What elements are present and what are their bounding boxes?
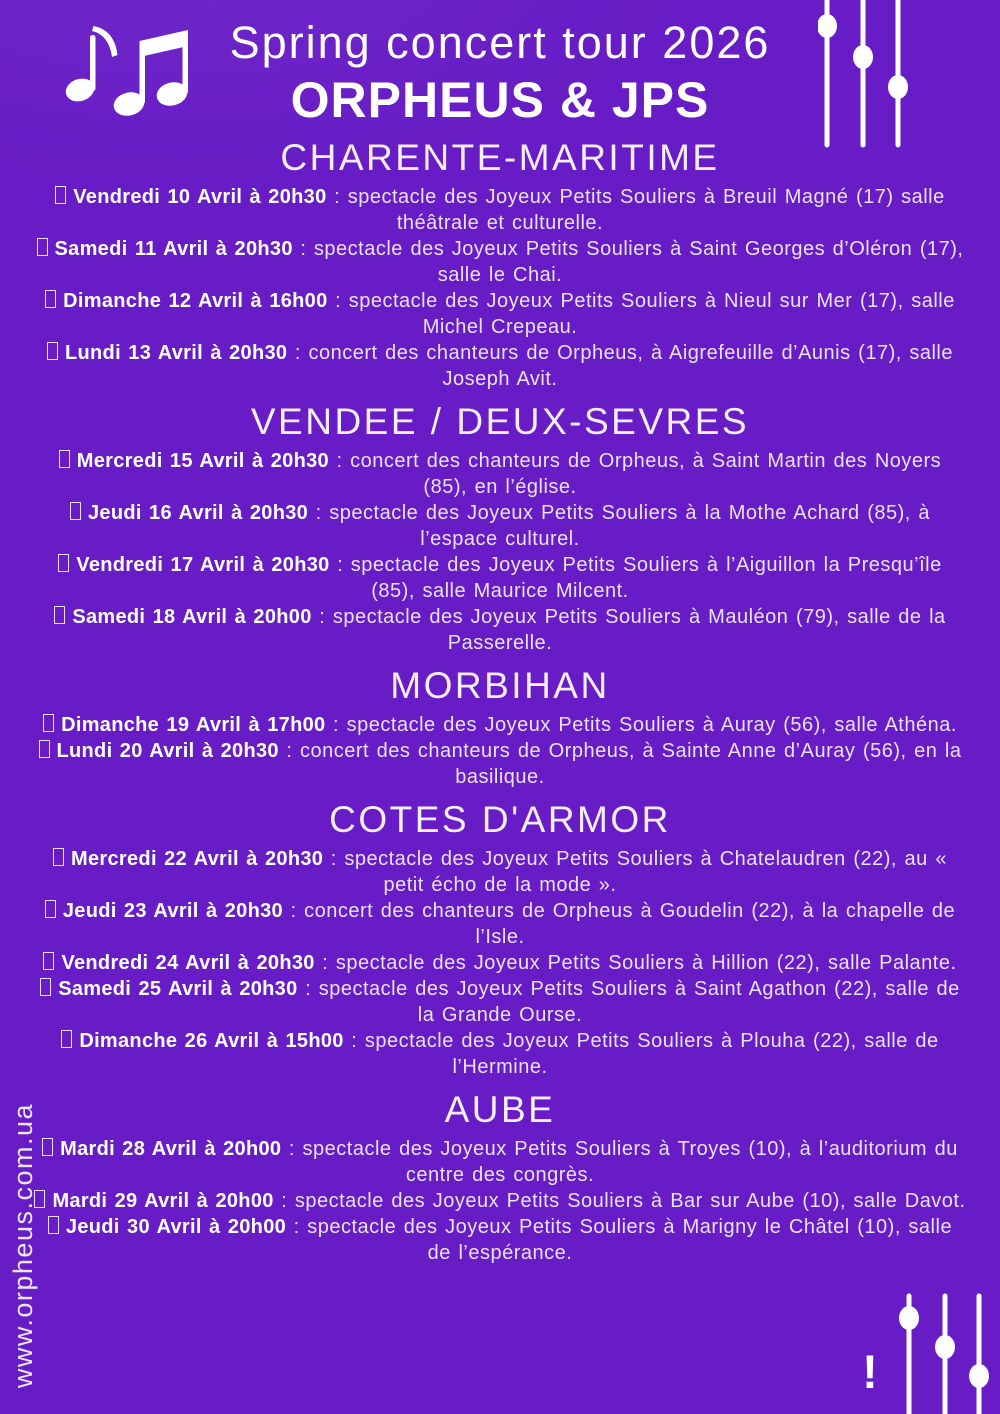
- section-heading-cotes-d-armor: COTES D'ARMOR: [329, 799, 671, 840]
- event-description: : spectacle des Joyeux Petits Souliers à…: [288, 1138, 958, 1186]
- event: Lundi 20 Avril à 20h30 : concert des cha…: [34, 738, 966, 790]
- event-date: Samedi 11 Avril à 20h30: [54, 238, 293, 260]
- event-date: Mardi 29 Avril à 20h00: [52, 1190, 274, 1212]
- event: Mardi 28 Avril à 20h00 : spectacle des J…: [34, 1136, 966, 1188]
- section-heading-aube: AUBE: [444, 1089, 556, 1130]
- event-description: : spectacle des Joyeux Petits Souliers à…: [333, 714, 957, 736]
- event-date: Mercredi 22 Avril à 20h30: [71, 848, 324, 870]
- missing-glyph-icon: [45, 290, 57, 308]
- event-description: : spectacle des Joyeux Petits Souliers à…: [315, 502, 931, 550]
- event-date: Dimanche 19 Avril à 17h00: [61, 714, 326, 736]
- event-description: : spectacle des Joyeux Petits Souliers à…: [281, 1190, 966, 1212]
- event: Dimanche 12 Avril à 16h00 : spectacle de…: [34, 288, 966, 340]
- event-date: Samedi 25 Avril à 20h30: [58, 978, 298, 1000]
- event: Mardi 29 Avril à 20h00 : spectacle des J…: [34, 1188, 966, 1214]
- exclamation-mark: !: [862, 1345, 878, 1398]
- event: Dimanche 19 Avril à 17h00 : spectacle de…: [34, 712, 966, 738]
- section-heading-charente-maritime: CHARENTE-MARITIME: [280, 137, 720, 178]
- event-date: Dimanche 26 Avril à 15h00: [79, 1030, 344, 1052]
- event: Samedi 11 Avril à 20h30 : spectacle des …: [34, 236, 966, 288]
- event-date: Lundi 20 Avril à 20h30: [56, 740, 279, 762]
- missing-glyph-icon: [43, 714, 55, 732]
- event-description: : spectacle des Joyeux Petits Souliers à…: [337, 554, 942, 602]
- event: Vendredi 24 Avril à 20h30 : spectacle de…: [34, 950, 966, 976]
- sliders-bottom-icon: [899, 1293, 989, 1414]
- page-title: Spring concert tour 2026: [229, 17, 771, 68]
- event: Samedi 25 Avril à 20h30 : spectacle des …: [34, 976, 966, 1028]
- event: Jeudi 23 Avril à 20h30 : concert des cha…: [34, 898, 966, 950]
- section-heading-morbihan: MORBIHAN: [390, 665, 610, 706]
- event-date: Vendredi 10 Avril à 20h30: [73, 186, 327, 208]
- missing-glyph-icon: [38, 740, 50, 758]
- event-description: : concert des chanteurs de Orpheus, à Ai…: [294, 342, 953, 390]
- event-date: Dimanche 12 Avril à 16h00: [63, 290, 328, 312]
- missing-glyph-icon: [53, 848, 65, 866]
- event-date: Vendredi 17 Avril à 20h30: [76, 554, 330, 576]
- missing-glyph-icon: [69, 502, 81, 520]
- event: Lundi 13 Avril à 20h30 : concert des cha…: [34, 340, 966, 392]
- sliders-top-icon: [818, 0, 908, 148]
- section-heading-vendee-deux-sevres: VENDEE / DEUX-SEVRES: [250, 401, 750, 442]
- event: Vendredi 17 Avril à 20h30 : spectacle de…: [34, 552, 966, 604]
- event-date: Mercredi 15 Avril à 20h30: [76, 450, 329, 472]
- music-notes-icon: [65, 26, 188, 116]
- missing-glyph-icon: [34, 1190, 46, 1208]
- event-description: : concert des chanteurs de Orpheus, à Sa…: [286, 740, 962, 788]
- event-description: : spectacle des Joyeux Petits Souliers à…: [300, 238, 964, 286]
- event-description: : spectacle des Joyeux Petits Souliers à…: [334, 186, 945, 234]
- event-date: Mardi 28 Avril à 20h00: [60, 1138, 282, 1160]
- missing-glyph-icon: [40, 978, 52, 996]
- event: Vendredi 10 Avril à 20h30 : spectacle de…: [34, 184, 966, 236]
- watermark-url: www.orpheus.com.ua: [8, 1102, 38, 1388]
- missing-glyph-icon: [47, 342, 58, 360]
- missing-glyph-icon: [47, 1216, 59, 1234]
- event-date: Jeudi 23 Avril à 20h30: [62, 900, 283, 922]
- event-description: : spectacle des Joyeux Petits Souliers à…: [305, 978, 960, 1026]
- event-description: : spectacle des Joyeux Petits Souliers à…: [335, 290, 955, 338]
- event: Samedi 18 Avril à 20h00 : spectacle des …: [34, 604, 966, 656]
- missing-glyph-icon: [55, 186, 67, 204]
- event-date: Jeudi 16 Avril à 20h30: [87, 502, 309, 524]
- header: Spring concert tour 2026 ORPHEUS & JPS: [0, 0, 1000, 128]
- event-date: Samedi 18 Avril à 20h00: [72, 606, 312, 628]
- event-description: : spectacle des Joyeux Petits Souliers à…: [293, 1216, 953, 1264]
- event-description: : spectacle des Joyeux Petits Souliers à…: [351, 1030, 939, 1078]
- event-date: Jeudi 30 Avril à 20h00: [65, 1216, 287, 1238]
- event: Mercredi 22 Avril à 20h30 : spectacle de…: [34, 846, 966, 898]
- event-date: Lundi 13 Avril à 20h30: [65, 342, 288, 364]
- event-description: : concert des chanteurs de Orpheus, à Sa…: [336, 450, 942, 498]
- event-description: : concert des chanteurs de Orpheus à Gou…: [290, 900, 956, 948]
- event-description: : spectacle des Joyeux Petits Souliers à…: [330, 848, 947, 896]
- missing-glyph-icon: [43, 952, 55, 970]
- missing-glyph-icon: [36, 238, 48, 256]
- event: Mercredi 15 Avril à 20h30 : concert des …: [34, 448, 966, 500]
- missing-glyph-icon: [54, 606, 66, 624]
- event: Dimanche 26 Avril à 15h00 : spectacle de…: [34, 1028, 966, 1080]
- event-date: Vendredi 24 Avril à 20h30: [61, 952, 315, 974]
- missing-glyph-icon: [58, 554, 70, 572]
- missing-glyph-icon: [42, 1138, 54, 1156]
- event-description: : spectacle des Joyeux Petits Souliers à…: [319, 606, 946, 654]
- event: Jeudi 30 Avril à 20h00 : spectacle des J…: [34, 1214, 966, 1266]
- missing-glyph-icon: [61, 1030, 73, 1048]
- event: Jeudi 16 Avril à 20h30 : spectacle des J…: [34, 500, 966, 552]
- event-description: : spectacle des Joyeux Petits Souliers à…: [322, 952, 957, 974]
- missing-glyph-icon: [58, 450, 70, 468]
- missing-glyph-icon: [44, 900, 56, 918]
- tour-schedule: CHARENTE-MARITIME Vendredi 10 Avril à 20…: [0, 136, 1000, 1266]
- page-subtitle: ORPHEUS & JPS: [290, 72, 710, 128]
